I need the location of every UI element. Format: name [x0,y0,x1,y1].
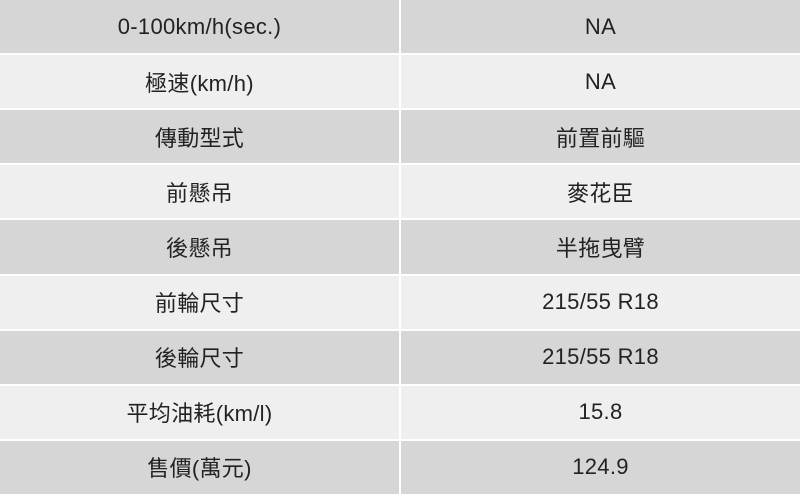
spec-label: 後懸吊 [0,220,399,274]
spec-label: 極速(km/h) [0,55,399,109]
spec-value: 麥花臣 [401,165,800,219]
table-row: 平均油耗(km/l) 15.8 [0,385,800,439]
table-row: 前輪尺寸 215/55 R18 [0,275,800,329]
spec-value: 124.9 [401,440,800,494]
table-row: 極速(km/h) NA [0,55,800,109]
spec-value: 15.8 [401,385,800,439]
table-row: 0-100km/h(sec.) NA [0,0,800,54]
spec-value: NA [401,0,800,54]
table-row: 售價(萬元) 124.9 [0,440,800,494]
table-row: 傳動型式 前置前驅 [0,110,800,164]
spec-label: 傳動型式 [0,110,399,164]
spec-value: 半拖曳臂 [401,220,800,274]
spec-value: NA [401,55,800,109]
table-row: 前懸吊 麥花臣 [0,165,800,219]
spec-label: 前懸吊 [0,165,399,219]
spec-label: 前輪尺寸 [0,275,399,329]
spec-label: 後輪尺寸 [0,330,399,384]
spec-label: 0-100km/h(sec.) [0,0,399,54]
spec-value: 215/55 R18 [401,330,800,384]
spec-value: 215/55 R18 [401,275,800,329]
table-row: 後輪尺寸 215/55 R18 [0,330,800,384]
spec-label: 平均油耗(km/l) [0,385,399,439]
spec-value: 前置前驅 [401,110,800,164]
table-row: 後懸吊 半拖曳臂 [0,220,800,274]
spec-label: 售價(萬元) [0,440,399,494]
